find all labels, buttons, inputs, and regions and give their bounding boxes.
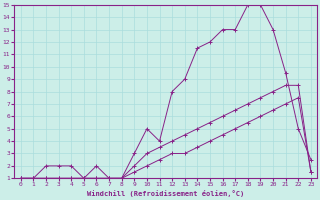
X-axis label: Windchill (Refroidissement éolien,°C): Windchill (Refroidissement éolien,°C) [87,190,244,197]
